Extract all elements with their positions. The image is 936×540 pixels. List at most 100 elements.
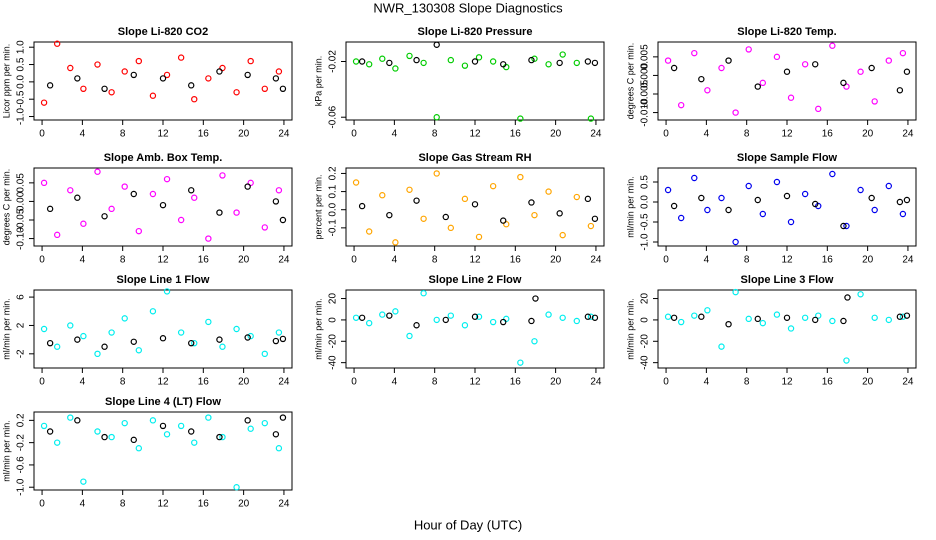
- data-point: [275, 329, 283, 336]
- data-point: [233, 325, 240, 333]
- data-point: [40, 325, 48, 333]
- data-point: [67, 414, 74, 421]
- x-tick-label: 16: [822, 377, 834, 388]
- data-point: [205, 75, 212, 82]
- y-tick-label: -0.5: [640, 213, 651, 231]
- data-point: [670, 202, 678, 210]
- data-point: [40, 179, 48, 187]
- data-point: [812, 200, 819, 208]
- data-point: [670, 314, 678, 321]
- data-point: [191, 339, 198, 347]
- data-point: [461, 62, 469, 69]
- data-point: [358, 314, 366, 321]
- x-tick-label: 8: [120, 377, 126, 388]
- x-tick-label: 12: [157, 129, 169, 140]
- x-tick-label: 20: [238, 129, 250, 140]
- data-point: [53, 439, 61, 446]
- x-tick-label: 24: [278, 499, 290, 510]
- x-tick-label: 20: [550, 255, 562, 266]
- data-point: [233, 89, 240, 96]
- data-point: [46, 82, 54, 89]
- data-point: [216, 433, 223, 441]
- y-tick-label: 0.0: [328, 202, 339, 216]
- data-point: [773, 53, 781, 61]
- data-point: [500, 318, 507, 326]
- data-point: [433, 316, 440, 324]
- data-point: [352, 314, 360, 321]
- y-tick-label: 0.5: [16, 57, 27, 71]
- y-tick-label: -0.05: [16, 208, 27, 231]
- y-tick-label: 20: [640, 293, 651, 305]
- data-point: [745, 315, 752, 323]
- data-point: [46, 339, 54, 347]
- y-tick-label: 0.000: [640, 62, 651, 87]
- data-point: [149, 417, 157, 424]
- x-tick-label: 4: [704, 377, 710, 388]
- x-tick-label: 20: [862, 377, 874, 388]
- x-tick-label: 16: [510, 377, 522, 388]
- data-point: [896, 313, 904, 320]
- data-point: [773, 311, 781, 318]
- data-point: [698, 313, 705, 320]
- data-point: [279, 216, 287, 224]
- data-point: [475, 54, 483, 61]
- data-point: [365, 319, 373, 327]
- data-point: [732, 238, 739, 246]
- data-point: [664, 57, 672, 64]
- data-point: [587, 313, 595, 320]
- data-point: [392, 308, 399, 315]
- panel-title: Slope Line 3 Flow: [741, 274, 834, 286]
- x-tick-label: 8: [432, 377, 438, 388]
- panel-title: Slope Li-820 Temp.: [737, 26, 836, 38]
- y-tick-label: 0.0: [16, 74, 27, 88]
- data-point: [177, 216, 185, 224]
- y-tick-label: 0.2: [16, 413, 27, 427]
- x-tick-label: 12: [781, 255, 793, 266]
- data-point: [216, 209, 223, 216]
- x-tick-label: 16: [510, 129, 522, 140]
- data-point: [386, 211, 393, 219]
- panel-title: Slope Li-820 Pressure: [418, 26, 533, 38]
- y-tick-label: 0.1: [328, 184, 339, 198]
- data-point: [379, 311, 386, 318]
- data-point: [420, 215, 427, 222]
- y-tick-label: -20: [328, 334, 339, 349]
- x-tick-label: 24: [902, 377, 914, 388]
- data-point: [108, 205, 115, 213]
- data-point: [121, 183, 128, 190]
- data-point: [108, 329, 115, 336]
- x-tick-label: 8: [120, 129, 126, 140]
- data-point: [135, 445, 143, 452]
- data-point: [188, 339, 195, 347]
- data-point: [787, 94, 795, 101]
- data-point: [471, 201, 479, 208]
- x-tick-label: 24: [278, 255, 290, 266]
- x-tick-label: 4: [392, 255, 398, 266]
- data-point: [725, 57, 732, 64]
- data-point: [94, 168, 101, 175]
- x-tick-label: 12: [157, 255, 169, 266]
- data-point: [365, 228, 373, 235]
- y-axis-label: Licor ppm per min.: [1, 44, 11, 119]
- data-point: [40, 99, 48, 106]
- y-tick-label: 0.05: [16, 173, 27, 193]
- data-point: [433, 41, 440, 48]
- data-point: [386, 312, 393, 319]
- y-axis-label: ml/min per min.: [625, 298, 635, 360]
- data-point: [352, 58, 360, 65]
- x-tick-label: 8: [432, 255, 438, 266]
- y-tick-label: 0.00: [16, 191, 27, 211]
- data-point: [74, 336, 81, 343]
- data-point: [247, 179, 254, 187]
- x-tick-label: 24: [902, 255, 914, 266]
- x-tick-label: 20: [238, 499, 250, 510]
- data-point: [272, 75, 280, 82]
- data-point: [698, 194, 705, 202]
- y-tick-label: 2: [16, 322, 27, 328]
- data-point: [871, 98, 878, 105]
- data-point: [67, 64, 74, 72]
- data-point: [53, 40, 61, 47]
- x-tick-label: 20: [550, 377, 562, 388]
- data-point: [704, 307, 711, 314]
